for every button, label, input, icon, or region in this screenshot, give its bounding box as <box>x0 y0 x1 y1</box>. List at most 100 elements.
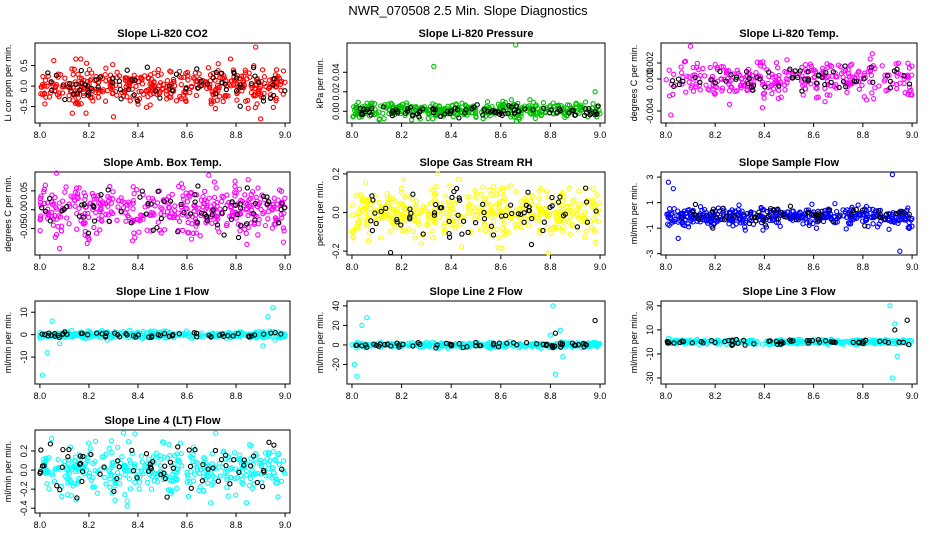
highlighted-data-point <box>876 208 882 214</box>
data-point <box>552 209 558 216</box>
data-point <box>86 473 93 479</box>
data-point <box>907 88 913 94</box>
data-point <box>145 93 151 100</box>
data-point <box>278 188 285 194</box>
data-point <box>726 213 733 220</box>
data-point <box>258 91 264 98</box>
y-tick-label: 10 <box>645 325 655 335</box>
highlighted-data-point <box>235 234 242 241</box>
data-point <box>428 200 434 206</box>
highlighted-data-point <box>131 92 137 98</box>
highlighted-data-point <box>278 331 284 337</box>
data-point <box>790 208 796 214</box>
data-point <box>52 466 59 472</box>
highlighted-data-point <box>164 494 170 500</box>
data-point <box>889 375 896 381</box>
data-point <box>868 214 874 220</box>
x-tick-label: 8.4 <box>132 520 145 530</box>
data-point <box>276 451 282 457</box>
data-point <box>121 464 127 470</box>
highlighted-data-point <box>801 76 808 82</box>
highlighted-data-point <box>793 216 799 223</box>
highlighted-data-point <box>892 327 898 333</box>
data-point <box>844 89 850 96</box>
data-point <box>211 179 218 185</box>
data-point <box>395 107 402 113</box>
data-point <box>99 213 105 219</box>
highlighted-data-point <box>775 206 781 212</box>
data-point <box>247 442 253 448</box>
data-point <box>856 68 862 74</box>
data-point <box>123 218 129 224</box>
data-point <box>167 68 173 74</box>
highlighted-data-point <box>359 343 365 349</box>
data-point <box>159 206 165 212</box>
data-point <box>180 193 186 199</box>
data-point <box>869 90 875 96</box>
highlighted-data-point <box>236 469 242 476</box>
highlighted-data-point <box>268 330 274 336</box>
highlighted-data-point <box>853 206 859 213</box>
data-point <box>86 66 93 73</box>
highlighted-data-point <box>853 78 860 85</box>
data-point <box>490 184 497 190</box>
highlighted-data-point <box>126 86 132 93</box>
highlighted-data-point <box>810 212 817 218</box>
data-point <box>85 455 91 461</box>
data-point <box>682 222 688 229</box>
highlighted-data-point <box>481 209 487 216</box>
data-point <box>417 209 424 215</box>
highlighted-data-point <box>449 194 455 201</box>
data-point <box>536 188 543 194</box>
data-point <box>700 65 706 72</box>
data-point <box>708 218 715 224</box>
data-point <box>351 361 358 368</box>
data-point <box>840 339 846 346</box>
data-point <box>759 105 766 111</box>
highlighted-data-point <box>106 218 112 224</box>
data-point <box>135 216 141 223</box>
highlighted-data-point <box>472 220 479 226</box>
data-point <box>126 476 133 482</box>
data-point <box>590 101 596 107</box>
data-point <box>689 216 695 222</box>
highlighted-data-point <box>398 222 404 228</box>
data-point <box>782 87 788 93</box>
highlighted-data-point <box>77 460 84 467</box>
data-point <box>136 474 143 480</box>
data-point <box>155 66 162 73</box>
data-point <box>564 102 571 108</box>
data-point <box>142 73 148 79</box>
highlighted-data-point <box>906 341 912 348</box>
highlighted-data-point <box>378 208 384 215</box>
data-point <box>120 205 127 211</box>
plot-frame <box>34 429 291 514</box>
data-point <box>73 56 79 62</box>
highlighted-data-point <box>574 224 581 230</box>
x-tick-label: 8.0 <box>346 130 359 140</box>
data-point <box>387 229 393 235</box>
data-point <box>737 216 743 223</box>
data-point <box>185 493 192 500</box>
highlighted-data-point <box>248 80 255 87</box>
data-point <box>117 481 123 487</box>
data-point <box>909 63 915 69</box>
data-point <box>480 184 486 190</box>
x-tick-label: 8.2 <box>83 262 96 272</box>
highlighted-data-point <box>205 466 211 472</box>
data-point <box>769 74 776 80</box>
data-point <box>488 232 495 238</box>
data-point <box>255 185 261 191</box>
y-tick-label: 0.00 <box>331 103 341 121</box>
data-point <box>85 440 92 446</box>
data-point <box>538 208 544 214</box>
data-point <box>112 497 118 503</box>
data-point <box>192 76 198 82</box>
x-tick-label: 8.2 <box>709 391 722 401</box>
data-point <box>253 44 259 50</box>
data-point <box>197 233 203 239</box>
highlighted-data-point <box>101 464 107 470</box>
data-point <box>130 93 136 99</box>
x-tick-label: 8.0 <box>660 262 673 272</box>
data-point <box>212 105 219 112</box>
